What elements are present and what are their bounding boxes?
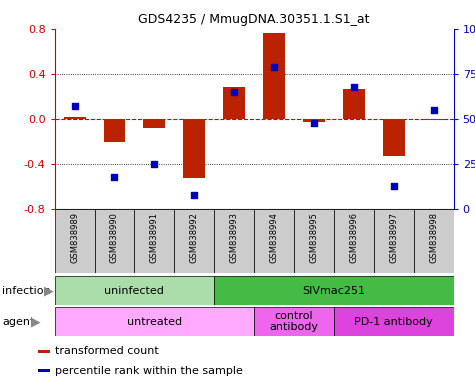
Point [71,103,78,109]
Text: infection: infection [2,286,51,296]
Text: GSM838992: GSM838992 [190,212,199,263]
Text: GSM838990: GSM838990 [110,212,119,263]
Bar [374,209,414,273]
Text: PD-1 antibody: PD-1 antibody [354,316,433,327]
Point [430,107,437,113]
Bar [254,307,334,336]
Bar [104,119,125,142]
Point [310,119,318,126]
Bar [55,276,214,305]
Point [350,83,358,89]
Title: GDS4235 / MmugDNA.30351.1.S1_at: GDS4235 / MmugDNA.30351.1.S1_at [138,13,370,26]
Text: ▶: ▶ [31,315,41,328]
Text: control
antibody: control antibody [269,311,319,333]
Text: ▶: ▶ [44,285,54,297]
Bar [423,119,445,120]
Bar [223,88,245,119]
Point [111,174,118,180]
Point [190,192,198,198]
Text: GSM838991: GSM838991 [150,212,159,263]
Text: GSM838997: GSM838997 [390,212,398,263]
Point [151,161,158,167]
Bar [263,33,285,119]
Bar [414,209,454,273]
Bar [55,209,95,273]
Bar [38,350,50,353]
Text: agent: agent [2,316,35,327]
Text: GSM838989: GSM838989 [70,212,79,263]
Bar [214,276,454,305]
Text: transformed count: transformed count [55,346,158,356]
Bar [143,119,165,128]
Text: GSM838993: GSM838993 [230,212,238,263]
Bar [174,209,214,273]
Bar [95,209,134,273]
Text: GSM838998: GSM838998 [429,212,438,263]
Bar [343,89,365,119]
Bar [183,119,205,178]
Text: GSM838994: GSM838994 [270,212,278,263]
Bar [254,209,294,273]
Bar [383,119,405,156]
Bar [214,209,254,273]
Point [230,89,238,95]
Text: GSM838996: GSM838996 [350,212,358,263]
Bar [64,117,86,119]
Bar [55,307,254,336]
Text: SIVmac251: SIVmac251 [303,286,365,296]
Text: percentile rank within the sample: percentile rank within the sample [55,366,243,376]
Bar [303,119,325,122]
Text: untreated: untreated [127,316,182,327]
Point [390,183,398,189]
Bar [334,209,374,273]
Bar [334,307,454,336]
Bar [134,209,174,273]
Bar [38,369,50,372]
Text: GSM838995: GSM838995 [310,212,318,263]
Text: uninfected: uninfected [104,286,164,296]
Point [270,64,278,70]
Bar [294,209,334,273]
